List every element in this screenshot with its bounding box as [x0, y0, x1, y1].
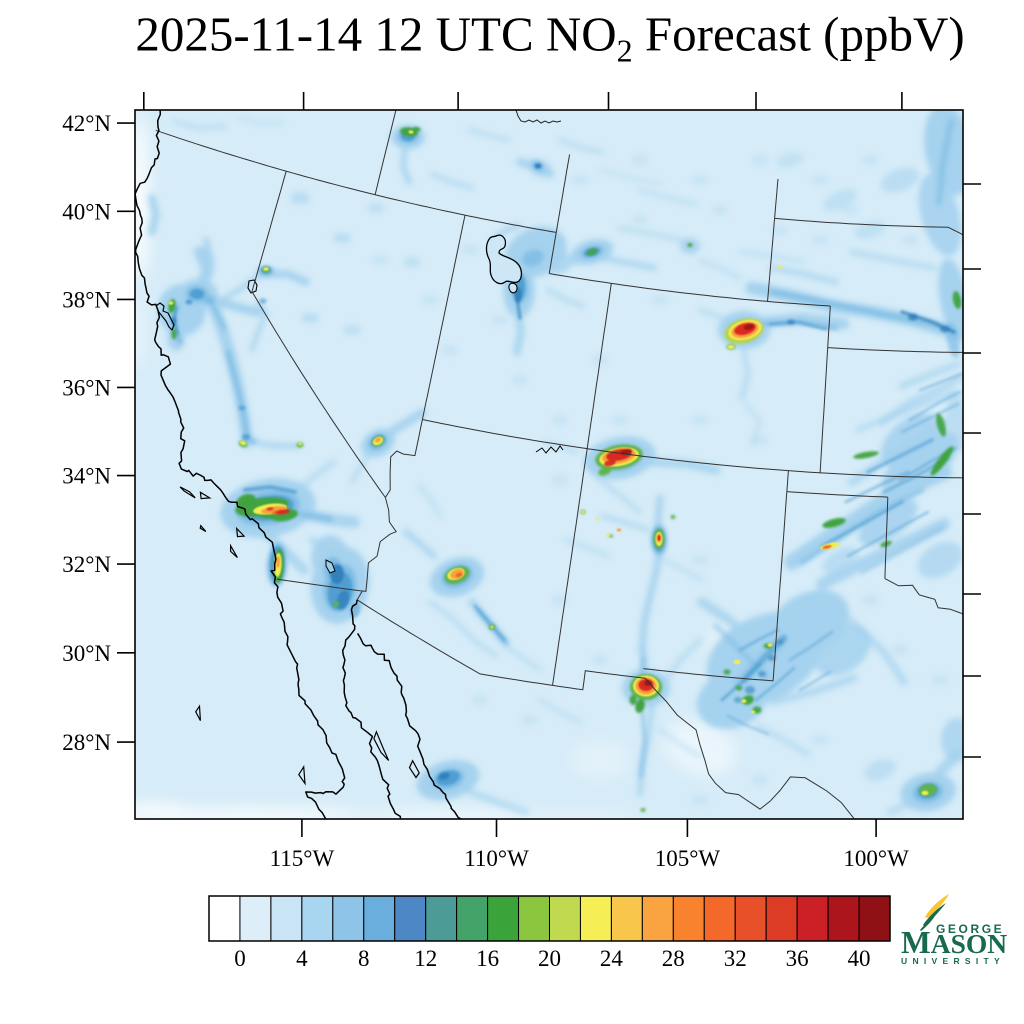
svg-text:30°N: 30°N — [62, 641, 111, 666]
svg-text:40: 40 — [848, 946, 871, 971]
svg-text:20: 20 — [538, 946, 561, 971]
svg-text:12: 12 — [414, 946, 437, 971]
svg-text:GEORGE: GEORGE — [936, 922, 1004, 936]
svg-text:38°N: 38°N — [62, 287, 111, 312]
svg-text:28: 28 — [662, 946, 685, 971]
svg-text:36: 36 — [786, 946, 809, 971]
svg-text:40°N: 40°N — [62, 199, 111, 224]
svg-text:8: 8 — [358, 946, 370, 971]
svg-text:110°W: 110°W — [464, 846, 529, 871]
svg-text:0: 0 — [234, 946, 246, 971]
svg-text:105°W: 105°W — [655, 846, 721, 871]
svg-text:32: 32 — [724, 946, 747, 971]
svg-text:36°N: 36°N — [62, 375, 111, 400]
svg-text:115°W: 115°W — [270, 846, 335, 871]
svg-text:16: 16 — [476, 946, 499, 971]
svg-text:100°W: 100°W — [843, 846, 909, 871]
svg-text:24: 24 — [600, 946, 624, 971]
svg-text:UNIVERSITY: UNIVERSITY — [901, 956, 1005, 966]
svg-text:42°N: 42°N — [62, 111, 111, 136]
svg-text:32°N: 32°N — [62, 552, 111, 577]
svg-text:MASON: MASON — [901, 925, 1007, 960]
svg-text:4: 4 — [296, 946, 308, 971]
svg-text:34°N: 34°N — [62, 464, 111, 489]
svg-text:28°N: 28°N — [62, 730, 111, 755]
svg-text:2025-11-14 12 UTC NO2 Forecast: 2025-11-14 12 UTC NO2 Forecast (ppbV) — [135, 7, 964, 69]
